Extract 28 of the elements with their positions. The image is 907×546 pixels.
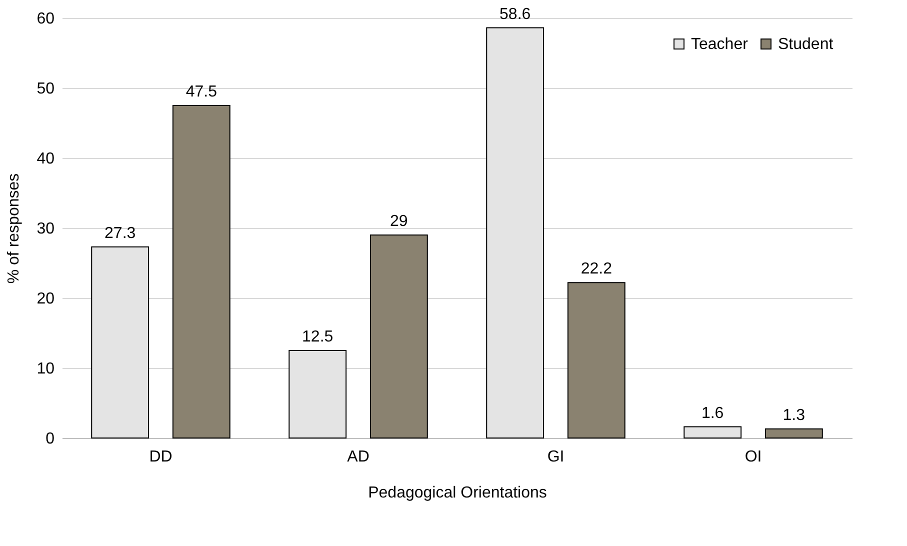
data-label: 22.2 <box>580 260 612 278</box>
data-label: 27.3 <box>104 224 136 242</box>
bar <box>370 234 428 438</box>
y-tick-label: 20 <box>36 290 55 308</box>
y-tick-label: 40 <box>36 150 55 168</box>
bar <box>684 426 742 438</box>
data-label: 1.6 <box>701 404 724 422</box>
x-tick-label: GI <box>547 448 564 466</box>
x-tick-label: DD <box>149 448 172 466</box>
y-tick-label: 60 <box>36 10 55 28</box>
x-tick-label: OI <box>744 448 762 466</box>
y-tick-label: 50 <box>36 80 55 98</box>
y-axis-title: % of responses <box>6 173 23 284</box>
data-label: 1.3 <box>782 406 806 424</box>
data-label: 47.5 <box>186 84 218 100</box>
bar <box>172 105 230 438</box>
data-label: 29 <box>390 213 408 230</box>
x-axis-title: Pedagogical Orientations <box>368 484 547 502</box>
data-label: 58.6 <box>500 6 531 23</box>
legend-label: Teacher <box>691 36 749 53</box>
y-tick-label: 0 <box>46 430 55 448</box>
y-tick-label: 30 <box>36 220 55 238</box>
bar <box>567 282 626 438</box>
x-tick-label: AD <box>347 448 370 466</box>
bar <box>764 428 823 438</box>
data-label: 12.5 <box>302 328 334 346</box>
y-tick-label: 10 <box>36 360 55 378</box>
legend-label: Student <box>778 36 834 53</box>
